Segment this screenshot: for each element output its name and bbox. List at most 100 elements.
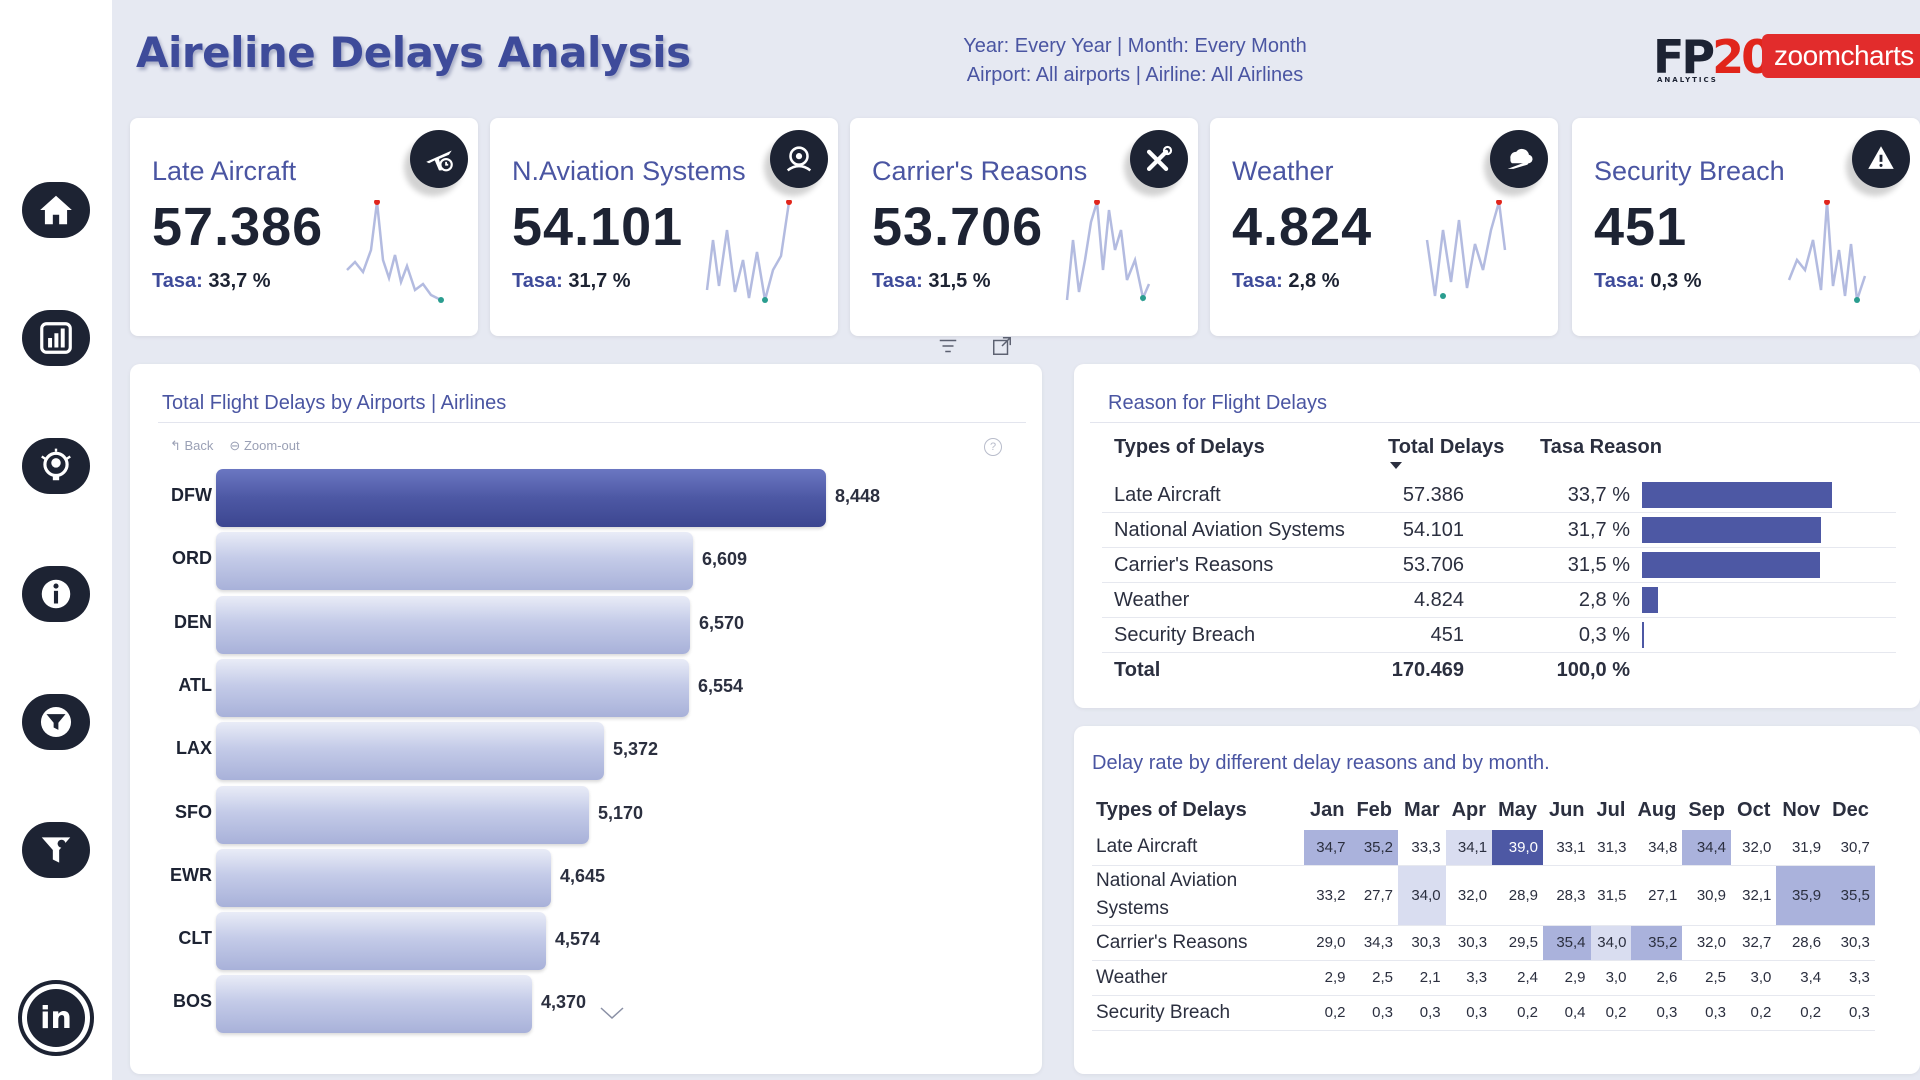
month-header[interactable]: Feb xyxy=(1356,798,1393,821)
bar[interactable] xyxy=(216,975,532,1034)
matrix-row[interactable]: Carrier's Reasons 29,0 34,3 30,3 30,3 29,5 35,… xyxy=(1092,925,1875,961)
matrix-row-header[interactable]: Types of Delays xyxy=(1096,798,1247,821)
month-header[interactable]: Mar xyxy=(1404,798,1440,821)
matrix-cell[interactable]: 39,0 xyxy=(1492,830,1543,866)
matrix-cell[interactable]: 0,2 xyxy=(1304,995,1351,1031)
bar[interactable] xyxy=(216,469,826,527)
matrix-cell[interactable]: 3,0 xyxy=(1731,960,1777,996)
month-header[interactable]: May xyxy=(1498,798,1537,821)
matrix-cell[interactable]: 32,7 xyxy=(1731,925,1777,961)
matrix-cell[interactable]: 31,9 xyxy=(1776,830,1827,866)
table-row[interactable]: Weather 4.824 2,8 % xyxy=(1102,583,1896,618)
bar[interactable] xyxy=(216,785,589,844)
month-header[interactable]: Jul xyxy=(1596,798,1626,821)
kpi-card-security-breach[interactable]: Security Breach 451 Tasa: 0,3 % xyxy=(1572,118,1920,336)
kpi-card-weather[interactable]: Weather 4.824 Tasa: 2,8 % xyxy=(1210,118,1558,336)
matrix-cell[interactable]: 3,4 xyxy=(1776,960,1827,996)
linkedin-button[interactable]: in xyxy=(18,980,94,1056)
matrix-cell[interactable]: 27,7 xyxy=(1350,865,1399,926)
matrix-cell[interactable]: 32,1 xyxy=(1731,865,1777,926)
nav-filter-settings-button[interactable] xyxy=(22,822,90,878)
help-icon[interactable]: ? xyxy=(984,438,1002,456)
matrix-cell[interactable]: 33,2 xyxy=(1304,865,1351,926)
table-row[interactable]: Late Aircraft 57.386 33,7 % xyxy=(1102,478,1896,513)
bar[interactable] xyxy=(216,722,604,781)
matrix-cell[interactable]: 2,5 xyxy=(1350,960,1399,996)
bar[interactable] xyxy=(216,848,551,907)
bar[interactable] xyxy=(216,658,689,717)
matrix-cell[interactable]: 0,3 xyxy=(1826,995,1875,1031)
matrix-cell[interactable]: 0,2 xyxy=(1776,995,1827,1031)
matrix-cell[interactable]: 35,5 xyxy=(1826,865,1875,926)
month-header[interactable]: Sep xyxy=(1688,798,1726,821)
matrix-cell[interactable]: 2,5 xyxy=(1682,960,1732,996)
matrix-cell[interactable]: 0,2 xyxy=(1731,995,1777,1031)
matrix-cell[interactable]: 31,5 xyxy=(1590,865,1632,926)
month-header[interactable]: Apr xyxy=(1451,798,1487,821)
bar-row[interactable]: DFW 8,448 xyxy=(130,469,1042,527)
bar-row[interactable]: ORD 6,609 xyxy=(130,532,1042,591)
nav-filter-button[interactable] xyxy=(22,694,90,750)
matrix-cell[interactable]: 0,2 xyxy=(1590,995,1632,1031)
bar-row[interactable]: EWR 4,645 xyxy=(130,848,1042,907)
month-header[interactable]: Nov xyxy=(1782,798,1821,821)
matrix-cell[interactable]: 32,0 xyxy=(1445,865,1493,926)
matrix-row[interactable]: Security Breach 0,2 0,3 0,3 0,3 0,2 0,4 0,2 0,3 0… xyxy=(1092,995,1875,1031)
matrix-cell[interactable]: 30,3 xyxy=(1445,925,1493,961)
matrix-cell[interactable]: 28,3 xyxy=(1542,865,1591,926)
matrix-cell[interactable]: 35,2 xyxy=(1350,830,1399,866)
kpi-card-aviation-systems[interactable]: N.Aviation Systems 54.101 Tasa: 31,7 % xyxy=(490,118,838,336)
matrix-cell[interactable]: 32,0 xyxy=(1682,925,1732,961)
month-header[interactable]: Jun xyxy=(1548,798,1585,821)
matrix-cell[interactable]: 32,0 xyxy=(1731,830,1777,866)
matrix-cell[interactable]: 2,4 xyxy=(1492,960,1543,996)
matrix-cell[interactable]: 29,5 xyxy=(1492,925,1543,961)
matrix-cell[interactable]: 3,3 xyxy=(1826,960,1875,996)
bar-row[interactable]: SFO 5,170 xyxy=(130,785,1042,844)
matrix-cell[interactable]: 27,1 xyxy=(1631,865,1683,926)
kpi-card-late-aircraft[interactable]: Late Aircraft 57.386 Tasa: 33,7 % xyxy=(130,118,478,336)
matrix-cell[interactable]: 28,9 xyxy=(1492,865,1543,926)
matrix-cell[interactable]: 0,4 xyxy=(1542,995,1591,1031)
matrix-cell[interactable]: 35,2 xyxy=(1631,925,1683,961)
nav-ideas-button[interactable] xyxy=(22,438,90,494)
matrix-cell[interactable]: 34,0 xyxy=(1398,865,1446,926)
matrix-cell[interactable]: 30,3 xyxy=(1398,925,1446,961)
bar[interactable] xyxy=(216,595,690,654)
matrix-cell[interactable]: 31,3 xyxy=(1590,830,1632,866)
matrix-cell[interactable]: 0,3 xyxy=(1682,995,1732,1031)
matrix-cell[interactable]: 2,6 xyxy=(1631,960,1683,996)
matrix-row[interactable]: Late Aircraft 34,7 35,2 33,3 34,1 39,0 33,1 31,… xyxy=(1092,830,1875,866)
matrix-cell[interactable]: 34,4 xyxy=(1682,830,1732,866)
bar[interactable] xyxy=(216,532,693,591)
matrix-cell[interactable]: 30,3 xyxy=(1826,925,1875,961)
nav-info-button[interactable] xyxy=(22,566,90,622)
table-row[interactable]: National Aviation Systems 54.101 31,7 % xyxy=(1102,513,1896,548)
focus-mode-icon[interactable] xyxy=(990,334,1014,358)
matrix-cell[interactable]: 35,9 xyxy=(1776,865,1827,926)
bar-row[interactable]: CLT 4,574 xyxy=(130,912,1042,971)
table-row[interactable]: Security Breach 451 0,3 % xyxy=(1102,618,1896,653)
matrix-cell[interactable]: 2,1 xyxy=(1398,960,1446,996)
matrix-cell[interactable]: 0,3 xyxy=(1631,995,1683,1031)
bar-row[interactable]: DEN 6,570 xyxy=(130,595,1042,654)
bar[interactable] xyxy=(216,912,546,971)
filter-lines-icon[interactable] xyxy=(936,334,960,358)
matrix-cell[interactable]: 34,1 xyxy=(1445,830,1493,866)
month-header[interactable]: Aug xyxy=(1637,798,1677,821)
matrix-cell[interactable]: 28,6 xyxy=(1776,925,1827,961)
back-button[interactable]: ↰ Back xyxy=(170,438,214,453)
matrix-cell[interactable]: 0,3 xyxy=(1350,995,1399,1031)
bar-row[interactable]: ATL 6,554 xyxy=(130,658,1042,717)
matrix-cell[interactable]: 33,1 xyxy=(1542,830,1591,866)
matrix-cell[interactable]: 2,9 xyxy=(1542,960,1591,996)
chevron-down-icon[interactable] xyxy=(598,1004,626,1022)
nav-home-button[interactable] xyxy=(22,182,90,238)
matrix-cell[interactable]: 29,0 xyxy=(1304,925,1351,961)
matrix-cell[interactable]: 0,2 xyxy=(1492,995,1543,1031)
month-header[interactable]: Oct xyxy=(1737,798,1771,821)
month-header[interactable]: Jan xyxy=(1310,798,1345,821)
matrix-cell[interactable]: 0,3 xyxy=(1445,995,1493,1031)
column-header-type[interactable]: Types of Delays xyxy=(1114,436,1265,458)
nav-charts-button[interactable] xyxy=(22,310,90,366)
